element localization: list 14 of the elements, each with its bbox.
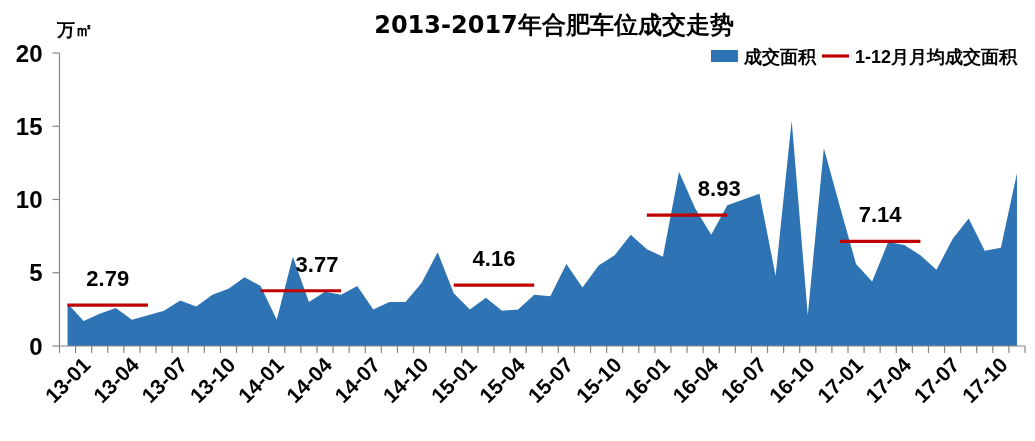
y-axis-title: 万㎡	[57, 20, 93, 40]
legend-label: 1-12月月均成交面积	[854, 47, 1017, 67]
title: 2013-2017年合肥车位成交走势	[374, 11, 734, 39]
value-label: 7.14	[858, 202, 902, 228]
y-tick-label: 20	[15, 39, 43, 67]
value-label: 3.77	[295, 251, 339, 277]
value-label: 2.79	[86, 266, 130, 292]
value-label: 4.16	[472, 246, 516, 272]
legend-label: 成交面积	[743, 47, 816, 67]
value-label: 8.93	[697, 176, 741, 202]
y-tick-label: 15	[15, 112, 43, 140]
y-tick-label: 10	[15, 186, 43, 213]
y-tick-label: 5	[29, 259, 43, 287]
y-tick-label: 0	[29, 332, 43, 360]
